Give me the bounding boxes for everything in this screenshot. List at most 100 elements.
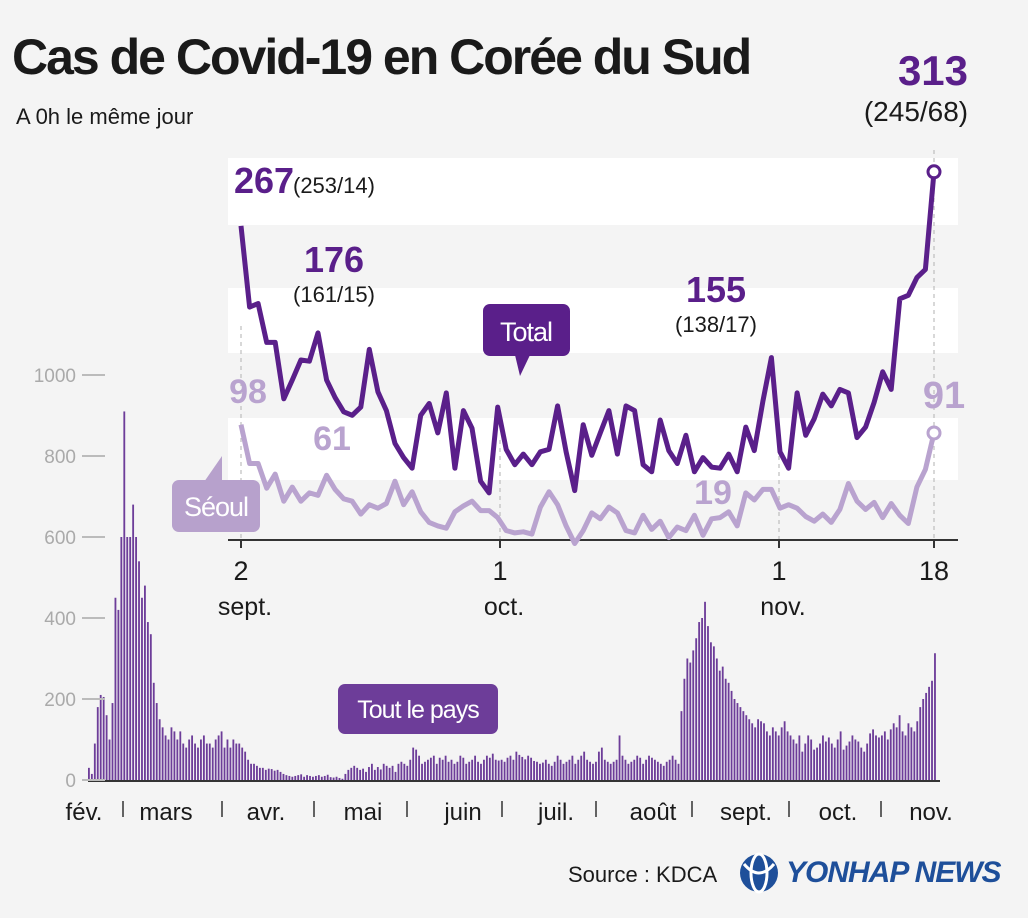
- bar: [630, 761, 633, 780]
- chart-title: Cas de Covid-19 en Corée du Sud: [12, 29, 752, 85]
- bar: [217, 735, 220, 780]
- month-label: sept.: [720, 799, 772, 826]
- bar: [898, 715, 901, 780]
- bar: [329, 777, 332, 780]
- bar: [132, 504, 135, 780]
- bar: [167, 739, 170, 780]
- bar: [170, 727, 173, 780]
- bar: [648, 755, 650, 780]
- bar: [544, 759, 547, 780]
- bar: [698, 622, 701, 780]
- month-label: juil.: [537, 799, 574, 826]
- y-tick-label: 200: [44, 690, 76, 711]
- bar: [285, 775, 288, 780]
- bar: [202, 735, 205, 780]
- x-axis: fév. mars avr. mai juin juil. août sept. oct. nov…: [66, 799, 953, 826]
- bar: [135, 537, 137, 780]
- bar: [863, 751, 866, 780]
- logo-text: YONHAP NEWS: [786, 856, 1002, 889]
- bar: [875, 735, 877, 780]
- bar: [624, 759, 627, 780]
- bar: [120, 537, 123, 780]
- bar: [715, 658, 718, 780]
- yonhap-globe-icon: [740, 852, 778, 894]
- bar: [412, 747, 415, 780]
- seoul-callout-label: Séoul: [184, 492, 248, 522]
- bar: [925, 692, 928, 780]
- bar: [497, 760, 500, 780]
- bar: [438, 757, 441, 780]
- bar: [326, 774, 329, 780]
- seoul-callout-pointer: [204, 456, 222, 482]
- bar: [344, 773, 347, 780]
- inset-x-tick-month: oct.: [484, 593, 524, 621]
- bar: [763, 723, 765, 780]
- bar: [320, 776, 323, 780]
- bar: [928, 686, 930, 780]
- bar: [668, 759, 671, 780]
- bar: [488, 757, 491, 780]
- bar: [152, 682, 155, 780]
- bar: [922, 699, 925, 780]
- bar: [176, 739, 179, 780]
- bar: [860, 747, 863, 780]
- seoul-annotation: 19: [694, 474, 732, 512]
- bar: [465, 763, 468, 780]
- total-callout-label: Total: [500, 317, 552, 347]
- y-tick-label: 600: [44, 528, 76, 549]
- bar: [200, 739, 202, 780]
- bar: [297, 775, 300, 780]
- bar: [397, 763, 400, 780]
- bar: [294, 775, 297, 780]
- bar: [707, 626, 709, 780]
- bar: [550, 765, 553, 780]
- bar: [273, 770, 276, 780]
- bar: [565, 761, 568, 780]
- bar: [235, 743, 238, 780]
- bar: [839, 731, 842, 780]
- bar: [592, 763, 594, 780]
- inset-band: [228, 288, 958, 353]
- bar: [774, 731, 777, 780]
- inset-line-chart: Tout le pays 2 sept. 1 oct. 1 nov. 18 267(253/14…: [172, 47, 968, 734]
- bar: [913, 731, 916, 780]
- inset-x-tick-day: 1: [492, 556, 507, 586]
- bar: [907, 723, 910, 780]
- bar: [830, 743, 833, 780]
- bar: [509, 755, 512, 780]
- bar: [264, 769, 267, 781]
- bar: [353, 765, 356, 780]
- bar: [288, 775, 291, 780]
- month-label: août: [630, 799, 677, 826]
- bar: [114, 597, 117, 780]
- bar: [733, 699, 736, 780]
- bar: [807, 735, 810, 780]
- bar: [742, 711, 745, 780]
- bar: [341, 778, 344, 780]
- bar: [760, 721, 762, 780]
- bar: [394, 771, 397, 780]
- bar: [751, 723, 754, 780]
- bar: [674, 759, 677, 780]
- yonhap-logo[interactable]: YONHAP NEWS: [738, 852, 1002, 894]
- month-label: nov.: [909, 799, 953, 826]
- bar: [559, 759, 562, 780]
- bar: [683, 678, 686, 780]
- bar: [904, 735, 907, 780]
- bar: [816, 747, 818, 780]
- bar: [317, 775, 320, 780]
- bar: [450, 759, 453, 780]
- bar: [919, 707, 922, 780]
- total-annotation-detail: (253/14): [293, 173, 375, 198]
- chart-subtitle: A 0h le même jour: [16, 104, 194, 129]
- bar: [491, 753, 494, 780]
- bar: [424, 761, 426, 780]
- country-label: Tout le pays: [357, 696, 479, 724]
- bar: [595, 761, 597, 780]
- bar: [606, 761, 609, 780]
- bar: [541, 762, 544, 780]
- bar: [633, 759, 636, 780]
- total-annotation-value: 267: [234, 160, 294, 201]
- bar: [521, 756, 524, 780]
